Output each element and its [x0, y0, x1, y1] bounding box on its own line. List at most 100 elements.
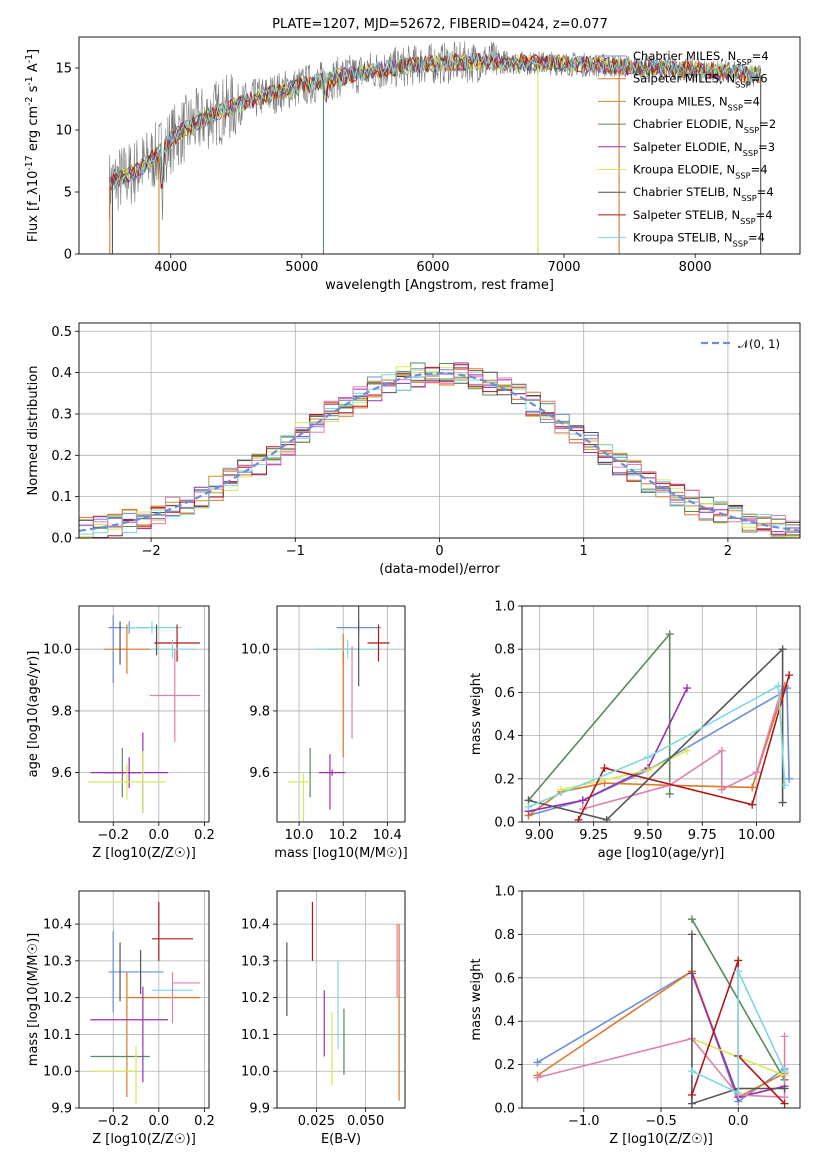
y-tick-label: 9.9 — [51, 1102, 72, 1117]
y-tick-label: 0.0 — [494, 1102, 515, 1117]
plus-marker — [533, 1058, 542, 1067]
x-tick-label: 10.00 — [738, 828, 775, 843]
plot-area — [524, 630, 794, 822]
plus-marker — [687, 930, 696, 939]
x-tick-label: 10.0 — [285, 828, 314, 843]
y-axis-label: Normed distribution — [26, 366, 41, 496]
x-tick-label: 8000 — [679, 260, 712, 275]
plot-area — [286, 902, 400, 1101]
data-point — [90, 757, 168, 789]
x-tick-label: −0.5 — [645, 1114, 677, 1129]
chart-title: PLATE=1207, MJD=52672, FIBERID=0424, z=0… — [272, 17, 608, 32]
y-tick-label: 0.8 — [494, 928, 515, 943]
x-tick-label: 10.4 — [373, 828, 402, 843]
x-tick-label: 0.0 — [728, 1114, 749, 1129]
series-line — [691, 970, 786, 1095]
axes-frame — [78, 890, 210, 1109]
y-tick-label: 9.6 — [249, 766, 270, 781]
data-point — [149, 649, 200, 742]
panel-mass_vs_ebv: 0.025 0.050 9.9 10.0 10.1 10.2 10.3 10.4 E(B-V) — [241, 890, 406, 1147]
plus-marker — [778, 798, 787, 807]
plot-area — [108, 41, 762, 254]
plus-marker — [734, 967, 743, 976]
axes-frame — [521, 605, 801, 823]
x-tick-label: 9.50 — [633, 828, 662, 843]
y-tick-label: 10.0 — [43, 643, 72, 658]
legend-label: Salpeter MILES, NSSP=6 — [633, 72, 768, 90]
y-tick-label: 10.3 — [241, 954, 270, 969]
weight-series — [687, 967, 789, 1097]
y-tick-label: 0.4 — [494, 1015, 515, 1030]
x-tick-label: 0.025 — [298, 1114, 335, 1129]
normal-curve — [79, 371, 800, 532]
plus-marker — [665, 789, 674, 798]
y-tick-label: 10.1 — [43, 1028, 72, 1043]
x-axis-label: E(B-V) — [321, 1132, 361, 1147]
plus-marker — [778, 645, 787, 654]
y-axis-label: mass weight — [469, 673, 484, 755]
weight-series — [578, 681, 787, 814]
x-tick-label: −1.0 — [568, 1114, 600, 1129]
axes-frame — [276, 605, 406, 823]
y-tick-label: 10.0 — [43, 1065, 72, 1080]
axes-frame — [276, 890, 406, 1109]
legend-label: Kroupa MILES, NSSP=4 — [633, 94, 760, 112]
plus-marker — [687, 1067, 696, 1076]
x-tick-label: 0.2 — [194, 1114, 215, 1129]
plus-marker — [780, 1032, 789, 1041]
panel-age_vs_Z: −0.2 0.0 0.2 9.6 9.8 10.0 Z [log10(Z/Z☉)] age [… — [26, 605, 215, 861]
y-tick-label: 0.2 — [494, 772, 515, 787]
plus-marker — [683, 746, 692, 755]
data-point — [318, 769, 346, 776]
plus-marker — [748, 783, 757, 792]
legend-label: Kroupa ELODIE, NSSP=4 — [633, 163, 768, 181]
series-line — [528, 687, 688, 812]
plus-marker — [600, 764, 609, 772]
y-tick-label: 0.4 — [494, 729, 515, 744]
y-axis-label: mass [log10(M/M☉)] — [26, 933, 41, 1066]
x-tick-label: 9.25 — [579, 828, 608, 843]
plus-marker — [643, 766, 652, 775]
plus-marker — [665, 630, 674, 639]
plot-area — [533, 915, 789, 1108]
plot-area — [79, 362, 800, 538]
y-tick-label: 10.1 — [241, 1028, 270, 1043]
y-tick-label: 0.2 — [51, 449, 72, 464]
histogram-step — [79, 369, 800, 532]
plus-marker — [734, 1088, 743, 1097]
y-tick-label: 0.8 — [494, 643, 515, 658]
y-tick-label: 9.8 — [249, 704, 270, 719]
plus-marker — [683, 684, 692, 693]
data-point — [122, 621, 182, 634]
y-tick-label: 0.4 — [51, 366, 72, 381]
weight-series — [524, 645, 787, 822]
x-axis-label: Z [log10(Z/Z☉)] — [92, 846, 196, 861]
y-tick-label: 10.2 — [241, 991, 270, 1006]
series-line — [528, 684, 786, 808]
legend-label: Salpeter STELIB, NSSP=4 — [633, 208, 773, 226]
y-tick-label: 10.3 — [43, 954, 72, 969]
x-tick-label: 0 — [435, 544, 443, 559]
x-tick-label: 0.0 — [148, 1114, 169, 1129]
plus-marker — [734, 956, 743, 965]
weight-series — [574, 671, 794, 822]
x-tick-label: −0.2 — [97, 1114, 129, 1129]
x-axis-label: wavelength [Angstrom, rest frame] — [325, 278, 554, 293]
axes-frame — [521, 890, 801, 1109]
legend-label: Chabrier ELODIE, NSSP=2 — [633, 117, 776, 135]
legend-label: Salpeter ELODIE, NSSP=3 — [633, 140, 775, 158]
x-axis-label: Z [log10(Z/Z☉)] — [92, 1132, 196, 1147]
legend-label: 𝒩(0, 1) — [738, 337, 780, 351]
y-tick-label: 0.0 — [51, 532, 72, 547]
x-axis-label: age [log10(age/yr)] — [598, 846, 725, 861]
plus-marker — [780, 1067, 789, 1076]
y-tick-label: 0 — [64, 248, 72, 263]
x-tick-label: 9.00 — [525, 828, 554, 843]
y-tick-label: 0.6 — [494, 686, 515, 701]
x-tick-label: 5000 — [285, 260, 318, 275]
panel-weight_vs_Z: −1.0 −0.5 0.0 0.0 0.2 0.4 0.6 0.8 1.0 Z [log10(Z/… — [469, 885, 801, 1147]
plus-marker — [785, 671, 794, 680]
series-line — [528, 647, 784, 821]
y-tick-label: 9.8 — [51, 704, 72, 719]
panel-weight_vs_age: 9.00 9.25 9.50 9.75 10.00 0.0 0.2 0.4 0.6 0.8 1.0 a… — [469, 600, 801, 861]
